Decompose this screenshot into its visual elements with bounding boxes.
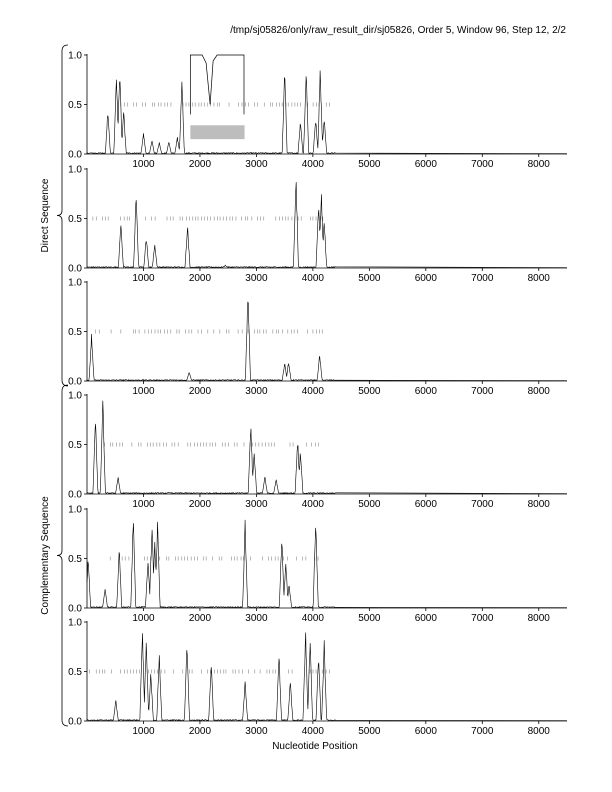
series-line	[86, 632, 568, 722]
y-tick-label: 1.0	[68, 51, 82, 62]
x-tick-label: 1000	[132, 386, 155, 397]
x-tick-label: 7000	[471, 726, 494, 737]
x-tick-label: 1000	[132, 159, 155, 170]
x-tick-label: 4000	[302, 726, 325, 737]
x-tick-label: 7000	[471, 273, 494, 284]
page-title: /tmp/sj05826/only/raw_result_dir/sj05826…	[230, 25, 566, 36]
x-tick-label: 8000	[528, 613, 551, 624]
y-tick-label: 0.5	[68, 327, 82, 338]
series-line	[86, 301, 568, 382]
x-axis-label: Nucleotide Position	[272, 741, 358, 752]
x-tick-label: 8000	[528, 159, 551, 170]
x-tick-label: 1000	[132, 273, 155, 284]
x-tick-label: 6000	[415, 499, 438, 510]
group-brace	[56, 384, 69, 727]
x-tick-label: 3000	[245, 499, 268, 510]
x-tick-label: 5000	[358, 613, 381, 624]
x-tick-label: 5000	[358, 726, 381, 737]
x-tick-label: 7000	[471, 499, 494, 510]
x-tick-label: 8000	[528, 499, 551, 510]
x-tick-label: 4000	[302, 499, 325, 510]
x-tick-label: 3000	[245, 386, 268, 397]
x-tick-label: 2000	[189, 273, 212, 284]
y-tick-label: 0.5	[68, 667, 82, 678]
series-line	[86, 182, 568, 269]
x-tick-label: 5000	[358, 386, 381, 397]
x-tick-label: 2000	[189, 159, 212, 170]
y-tick-label: 0.0	[68, 150, 82, 161]
y-tick-label: 0.5	[68, 214, 82, 225]
x-tick-label: 6000	[415, 159, 438, 170]
x-tick-label: 8000	[528, 273, 551, 284]
x-tick-label: 6000	[415, 726, 438, 737]
x-tick-label: 3000	[245, 159, 268, 170]
x-tick-label: 2000	[189, 726, 212, 737]
series-line	[86, 519, 568, 609]
y-tick-label: 1.0	[68, 165, 82, 176]
x-tick-label: 2000	[189, 386, 212, 397]
x-tick-label: 3000	[245, 613, 268, 624]
series-line	[87, 400, 568, 495]
group-label: Complementary Sequence	[40, 496, 51, 615]
highlight-bar	[190, 125, 245, 140]
x-tick-label: 1000	[132, 613, 155, 624]
x-tick-label: 8000	[528, 386, 551, 397]
x-tick-label: 4000	[302, 159, 325, 170]
x-tick-label: 3000	[245, 726, 268, 737]
x-tick-label: 7000	[471, 613, 494, 624]
x-tick-label: 5000	[358, 273, 381, 284]
x-tick-label: 3000	[245, 273, 268, 284]
y-tick-label: 0.5	[68, 554, 82, 565]
x-tick-label: 1000	[132, 499, 155, 510]
y-tick-label: 0.0	[68, 377, 82, 388]
inset-peak-trace	[189, 54, 245, 115]
x-tick-label: 2000	[189, 613, 212, 624]
y-tick-label: 0.5	[68, 440, 82, 451]
x-tick-label: 4000	[302, 613, 325, 624]
x-tick-label: 1000	[132, 726, 155, 737]
x-tick-label: 6000	[415, 273, 438, 284]
x-tick-label: 7000	[471, 159, 494, 170]
x-tick-label: 2000	[189, 499, 212, 510]
x-tick-label: 4000	[302, 273, 325, 284]
y-tick-label: 0.0	[68, 604, 82, 615]
y-tick-label: 0.0	[68, 490, 82, 501]
x-tick-label: 4000	[302, 386, 325, 397]
x-tick-label: 6000	[415, 613, 438, 624]
y-tick-label: 0.5	[68, 100, 82, 111]
group-label: Direct Sequence	[40, 178, 51, 252]
y-tick-label: 0.0	[68, 717, 82, 728]
x-tick-label: 8000	[528, 726, 551, 737]
y-tick-label: 0.0	[68, 264, 82, 275]
y-tick-label: 1.0	[68, 618, 82, 629]
x-tick-label: 5000	[358, 159, 381, 170]
x-tick-label: 7000	[471, 386, 494, 397]
group-brace	[56, 44, 69, 387]
y-tick-label: 1.0	[68, 278, 82, 289]
y-tick-label: 1.0	[68, 505, 82, 516]
x-tick-label: 5000	[358, 499, 381, 510]
series-line	[86, 70, 568, 155]
y-tick-label: 1.0	[68, 391, 82, 402]
x-tick-label: 6000	[415, 386, 438, 397]
